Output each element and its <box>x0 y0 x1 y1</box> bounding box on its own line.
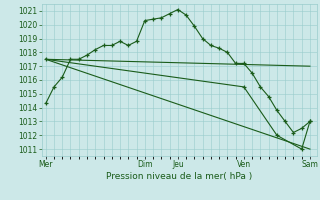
X-axis label: Pression niveau de la mer( hPa ): Pression niveau de la mer( hPa ) <box>106 172 252 181</box>
